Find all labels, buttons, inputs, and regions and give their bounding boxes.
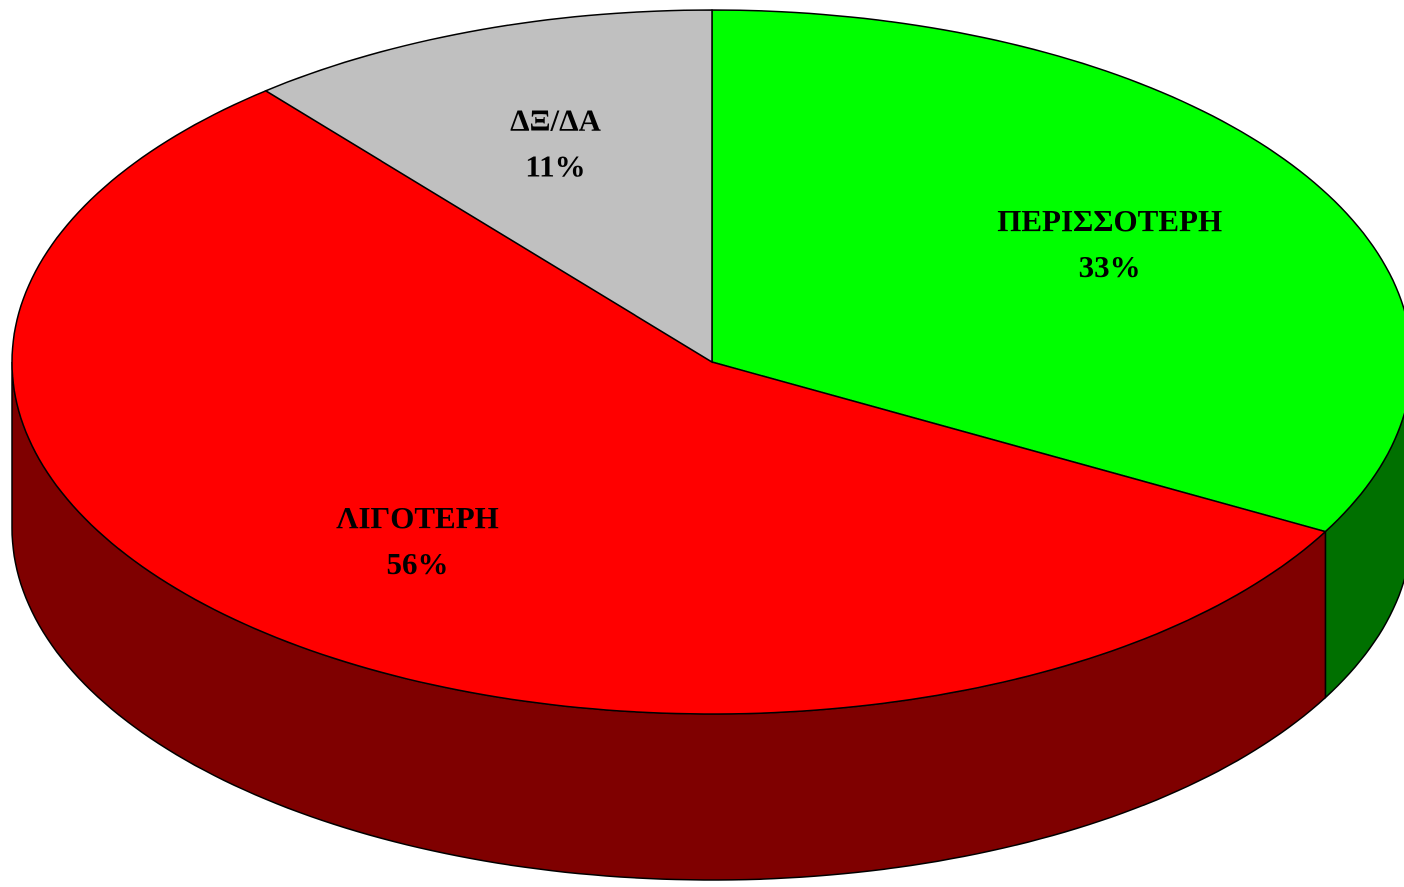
slice-label: ΠΕΡΙΣΣΟΤΕΡΗ <box>997 203 1222 238</box>
pie-slice <box>711 9 1404 533</box>
slice-value-label: 56% <box>387 546 449 581</box>
slice-label: ΛΙΓΟΤΕΡΗ <box>336 500 499 535</box>
slice-label: ΔΞ/ΔΑ <box>510 103 601 138</box>
slice-value-label: 11% <box>525 149 585 184</box>
pie-slice <box>264 9 713 364</box>
pie-slice <box>11 89 1327 715</box>
slice-value-label: 33% <box>1079 249 1141 284</box>
